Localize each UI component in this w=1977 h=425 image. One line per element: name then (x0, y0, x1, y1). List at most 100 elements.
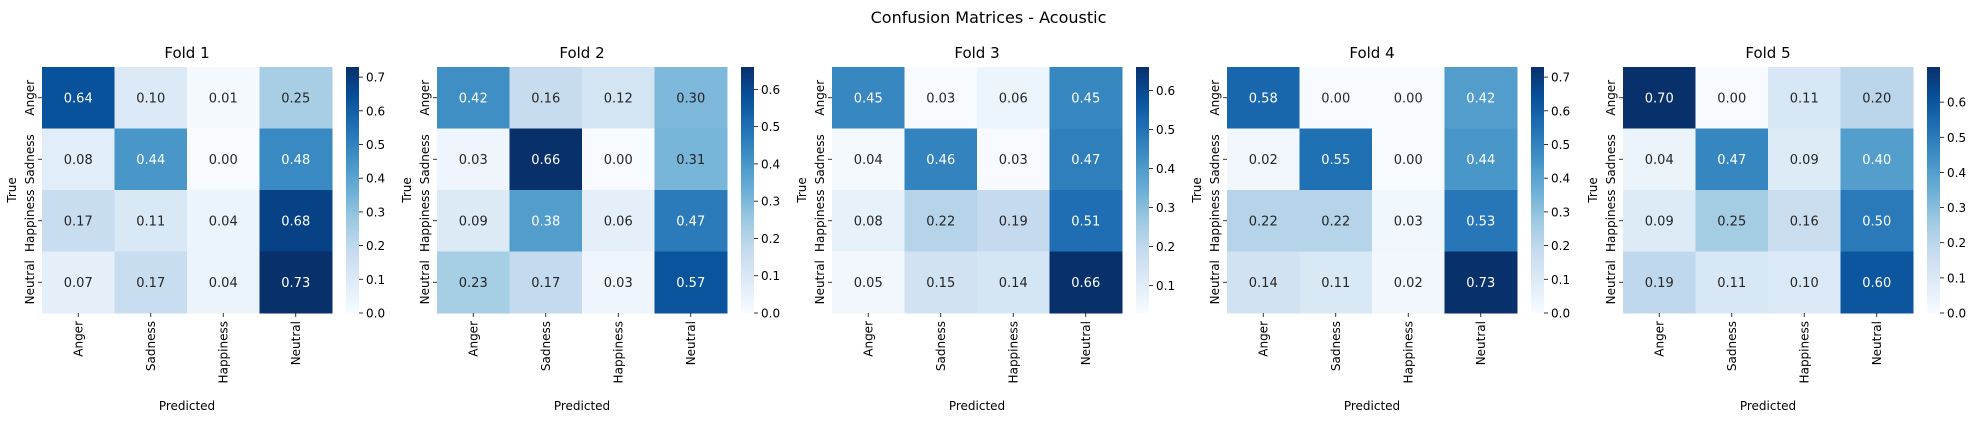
colorbar-tick-label: 0.5 (1156, 123, 1175, 137)
heatmap-cell (509, 190, 583, 252)
y-axis-label: True (5, 177, 19, 204)
colorbar-tick-label: 0.6 (761, 83, 780, 97)
x-tick-label: Sadness (1329, 321, 1343, 371)
x-tick-label: Sadness (934, 321, 948, 371)
heatmap-cell (187, 251, 260, 314)
heatmap-cell (1840, 190, 1914, 252)
heatmap-cell (1444, 128, 1518, 191)
x-tick-label: Sadness (1725, 321, 1739, 371)
cell-value-label: 0.04 (1645, 153, 1674, 168)
cell-value-label: 0.22 (1321, 214, 1350, 229)
panel-title: Fold 3 (954, 44, 999, 62)
x-tick-label: Anger (861, 321, 875, 357)
x-tick-label: Sadness (539, 321, 553, 371)
heatmap-cell (1372, 128, 1445, 191)
colorbar-tick-label: 0.2 (1947, 236, 1966, 250)
colorbar-tick-label: 0.0 (1947, 307, 1966, 321)
heatmap-cell (832, 67, 905, 129)
colorbar-tick-label: 0.5 (1551, 138, 1570, 152)
cell-value-label: 0.17 (531, 276, 560, 291)
cell-value-label: 0.57 (676, 276, 705, 291)
heatmap-cell (259, 251, 333, 314)
heatmap-cell (832, 190, 905, 252)
cell-value-label: 0.11 (136, 214, 165, 229)
colorbar (1136, 67, 1149, 313)
cell-value-label: 0.06 (604, 214, 633, 229)
colorbar-tick-label: 0.3 (761, 195, 780, 209)
colorbar-tick-label: 0.6 (1947, 96, 1966, 110)
cell-value-label: 0.73 (1466, 276, 1495, 291)
heatmap-cell (654, 128, 728, 191)
x-tick-label: Happiness (216, 321, 230, 383)
colorbar-tick-label: 0.6 (1551, 104, 1570, 118)
x-tick-label: Happiness (1797, 321, 1811, 383)
colorbar-tick-label: 0.1 (761, 269, 780, 283)
cell-value-label: 0.11 (1717, 276, 1746, 291)
y-tick-label: Anger (1208, 80, 1222, 116)
colorbar-tick-label: 0.4 (1551, 172, 1570, 186)
cell-value-label: 0.40 (1862, 153, 1891, 168)
cell-value-label: 0.22 (1249, 214, 1278, 229)
cell-value-label: 0.45 (1071, 91, 1100, 106)
cell-value-label: 0.00 (1321, 91, 1350, 106)
cell-value-label: 0.58 (1249, 91, 1278, 106)
cell-value-label: 0.19 (999, 214, 1028, 229)
heatmap-cell (437, 190, 510, 252)
x-tick-label: Neutral (684, 321, 698, 365)
cell-value-label: 0.08 (64, 153, 93, 168)
cell-value-label: 0.00 (1394, 91, 1423, 106)
y-axis-label: True (1586, 177, 1600, 204)
heatmap-cell (977, 67, 1050, 129)
x-axis-label: Predicted (159, 399, 215, 413)
cell-value-label: 0.12 (604, 91, 633, 106)
panel-title: Fold 5 (1745, 44, 1790, 62)
cell-value-label: 0.03 (999, 153, 1028, 168)
heatmap-cell (437, 67, 510, 129)
y-tick-label: Sadness (1208, 134, 1222, 184)
y-tick-label: Sadness (418, 134, 432, 184)
x-tick-label: Anger (466, 321, 480, 357)
cell-value-label: 0.05 (854, 276, 883, 291)
y-tick-label: Happiness (23, 190, 37, 252)
heatmap-cell (1840, 128, 1914, 191)
y-tick-label: Anger (1604, 80, 1618, 116)
cell-value-label: 0.17 (136, 276, 165, 291)
cell-value-label: 0.64 (64, 91, 93, 106)
colorbar-tick-label: 0.5 (1947, 131, 1966, 145)
x-tick-label: Neutral (1079, 321, 1093, 365)
y-tick-label: Happiness (1604, 190, 1618, 252)
cell-value-label: 0.42 (459, 91, 488, 106)
cell-value-label: 0.16 (531, 91, 560, 106)
heatmap-cell (437, 128, 510, 191)
heatmap-cell (42, 67, 115, 129)
colorbar-tick-label: 0.4 (1947, 166, 1966, 180)
heatmap-panel-fold-1: Fold 1 0.64 0.10 0.01 0.25 0.08 0.44 0.00 0.48 0.… (5, 44, 385, 413)
heatmap-cell (187, 128, 260, 191)
x-tick-label: Anger (71, 321, 85, 357)
figure-title: Confusion Matrices - Acoustic (870, 8, 1107, 27)
heatmap-cell (1768, 67, 1841, 129)
x-tick-label: Sadness (144, 321, 158, 371)
y-axis-label: True (1190, 177, 1204, 204)
cell-value-label: 0.22 (926, 214, 955, 229)
cell-value-label: 0.46 (926, 153, 955, 168)
heatmap-cell (114, 67, 188, 129)
cell-value-label: 0.03 (604, 276, 633, 291)
cell-value-label: 0.03 (1394, 214, 1423, 229)
heatmap-cell (654, 67, 728, 129)
y-axis-label: True (795, 177, 809, 204)
heatmap-cell (832, 128, 905, 191)
x-axis-label: Predicted (1344, 399, 1400, 413)
cell-value-label: 0.30 (676, 91, 705, 106)
heatmap-cell (1444, 190, 1518, 252)
cell-value-label: 0.68 (281, 214, 310, 229)
cell-value-label: 0.11 (1790, 91, 1819, 106)
colorbar-tick-label: 0.5 (761, 120, 780, 134)
heatmap-cell (1049, 128, 1123, 191)
cell-value-label: 0.14 (1249, 276, 1278, 291)
cell-value-label: 0.03 (926, 91, 955, 106)
heatmap-cell (1299, 67, 1373, 129)
heatmap-cell (1695, 67, 1769, 129)
heatmap-cell (1695, 190, 1769, 252)
